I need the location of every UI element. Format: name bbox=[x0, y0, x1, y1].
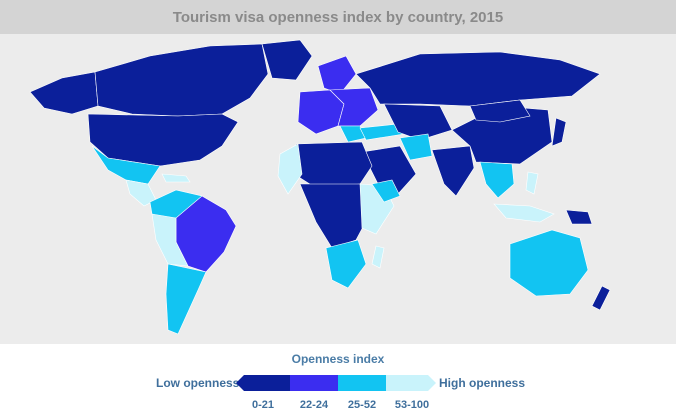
region-horn-of-africa bbox=[371, 179, 401, 203]
legend-tick-1: 22-24 bbox=[299, 399, 329, 411]
map-title: Tourism visa openness index by country, … bbox=[172, 8, 504, 26]
legend-low-label: Low openness bbox=[156, 376, 240, 390]
region-north-africa bbox=[293, 141, 373, 189]
region-peru-bolivia bbox=[151, 213, 189, 267]
legend-high-label: High openness bbox=[439, 376, 526, 390]
region-canada bbox=[94, 43, 269, 117]
region-southern-africa bbox=[325, 239, 367, 289]
region-indonesia bbox=[493, 203, 555, 223]
legend-tick-0: 0-21 bbox=[251, 399, 275, 411]
region-russia bbox=[355, 51, 601, 107]
legend-tick-3: 53-100 bbox=[394, 399, 430, 411]
region-scandinavia bbox=[317, 55, 357, 95]
legend-swatch-22-24 bbox=[290, 375, 338, 391]
world-map-svg bbox=[0, 34, 676, 344]
region-philippines bbox=[525, 171, 539, 195]
legend-swatch-0-21 bbox=[236, 375, 290, 391]
region-arabia bbox=[361, 145, 417, 195]
region-caribbean bbox=[161, 173, 191, 183]
region-west-africa bbox=[277, 143, 303, 195]
region-southern-cone bbox=[165, 263, 207, 335]
legend: Openness index Low openness High opennes… bbox=[0, 344, 676, 415]
region-iran bbox=[399, 133, 433, 161]
legend-swatch-25-52 bbox=[338, 375, 386, 391]
region-japan bbox=[551, 117, 567, 147]
title-bar: Tourism visa openness index by country, … bbox=[0, 0, 676, 34]
region-png bbox=[565, 209, 593, 225]
legend-title: Openness index bbox=[291, 352, 385, 366]
region-southeast-asia bbox=[479, 161, 515, 199]
world-map bbox=[0, 34, 676, 344]
legend-color-bar bbox=[236, 375, 436, 391]
legend-swatch-53-100 bbox=[386, 375, 436, 391]
region-india bbox=[431, 145, 475, 197]
legend-tick-2: 25-52 bbox=[347, 399, 377, 411]
region-mongolia bbox=[469, 99, 531, 123]
region-greenland bbox=[261, 39, 313, 81]
region-usa bbox=[87, 113, 239, 167]
region-new-zealand bbox=[591, 285, 611, 311]
region-australia bbox=[509, 229, 589, 297]
region-central-asia bbox=[383, 103, 453, 141]
region-madagascar bbox=[371, 245, 385, 269]
